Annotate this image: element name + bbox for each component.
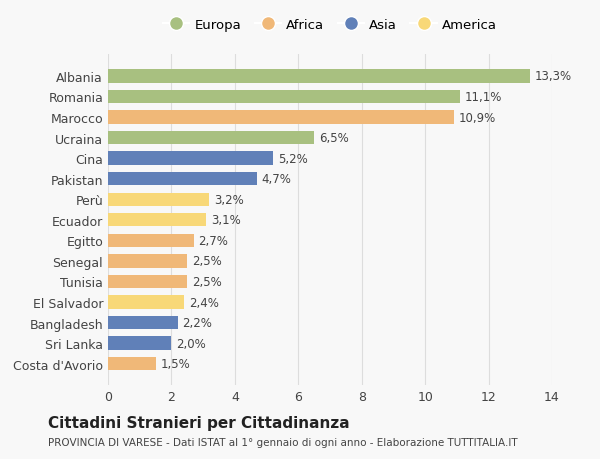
Text: 11,1%: 11,1%: [465, 91, 502, 104]
Legend: Europa, Africa, Asia, America: Europa, Africa, Asia, America: [163, 19, 497, 32]
Bar: [108, 316, 178, 330]
Text: 3,2%: 3,2%: [214, 193, 244, 206]
Bar: [108, 152, 273, 165]
Bar: [108, 357, 155, 370]
Bar: [108, 275, 187, 289]
Text: 2,4%: 2,4%: [189, 296, 219, 309]
Bar: [108, 234, 194, 247]
Bar: [108, 193, 209, 207]
Bar: [108, 132, 314, 145]
Bar: [108, 70, 530, 84]
Bar: [108, 255, 187, 268]
Bar: [108, 90, 460, 104]
Text: 2,2%: 2,2%: [182, 316, 212, 330]
Bar: [108, 173, 257, 186]
Text: 2,0%: 2,0%: [176, 337, 206, 350]
Bar: [108, 213, 206, 227]
Text: PROVINCIA DI VARESE - Dati ISTAT al 1° gennaio di ogni anno - Elaborazione TUTTI: PROVINCIA DI VARESE - Dati ISTAT al 1° g…: [48, 437, 518, 447]
Text: Cittadini Stranieri per Cittadinanza: Cittadini Stranieri per Cittadinanza: [48, 415, 350, 430]
Bar: [108, 111, 454, 124]
Text: 2,5%: 2,5%: [192, 275, 222, 288]
Text: 4,7%: 4,7%: [262, 173, 292, 186]
Text: 5,2%: 5,2%: [278, 152, 307, 165]
Text: 2,5%: 2,5%: [192, 255, 222, 268]
Bar: [108, 337, 172, 350]
Text: 3,1%: 3,1%: [211, 214, 241, 227]
Text: 1,5%: 1,5%: [160, 358, 190, 370]
Text: 2,7%: 2,7%: [199, 235, 228, 247]
Bar: [108, 296, 184, 309]
Text: 10,9%: 10,9%: [458, 111, 496, 124]
Text: 13,3%: 13,3%: [535, 70, 572, 83]
Text: 6,5%: 6,5%: [319, 132, 349, 145]
